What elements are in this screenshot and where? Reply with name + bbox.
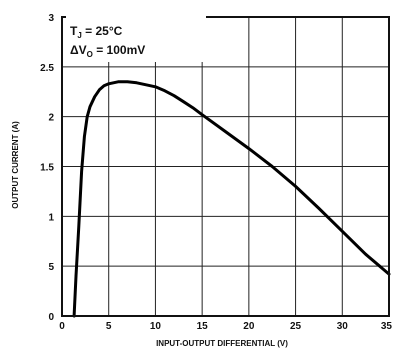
annotation-line-2: ΔVO = 100mV	[70, 43, 145, 59]
series-line-0	[72, 80, 391, 318]
x-tick-label: 30	[337, 321, 349, 332]
grid	[61, 16, 390, 317]
x-tick-label: 10	[150, 321, 162, 332]
x-tick-label: 0	[59, 321, 65, 332]
series-layer	[72, 80, 391, 318]
annotation-line-1: TJ = 25°C	[70, 24, 123, 40]
y-tick-label: 1.5	[40, 163, 54, 174]
x-tick-label: 25	[290, 321, 302, 332]
y-tick-label: 2.5	[40, 63, 54, 74]
annotation: TJ = 25°C ΔVO = 100mV	[66, 16, 206, 62]
y-tick-label: 1	[48, 212, 54, 223]
x-tick-label: 20	[243, 321, 255, 332]
y-tick-label: 5	[48, 262, 54, 273]
y-tick-labels: 0 5 1 1.5 2 2.5 3	[40, 13, 54, 323]
y-axis-label: OUTPUT CURRENT (A)	[11, 121, 20, 209]
y-tick-label: 0	[48, 312, 54, 323]
x-tick-label: 35	[381, 321, 393, 332]
y-tick-label: 2	[48, 113, 54, 124]
y-tick-label: 3	[48, 13, 54, 24]
plot-frame	[61, 16, 390, 317]
x-tick-labels: 0 5 10 15 20 25 30 35	[59, 321, 392, 332]
x-tick-label: 5	[106, 321, 112, 332]
x-tick-label: 15	[197, 321, 209, 332]
x-axis-label: INPUT-OUTPUT DIFFERENTIAL (V)	[156, 339, 288, 348]
